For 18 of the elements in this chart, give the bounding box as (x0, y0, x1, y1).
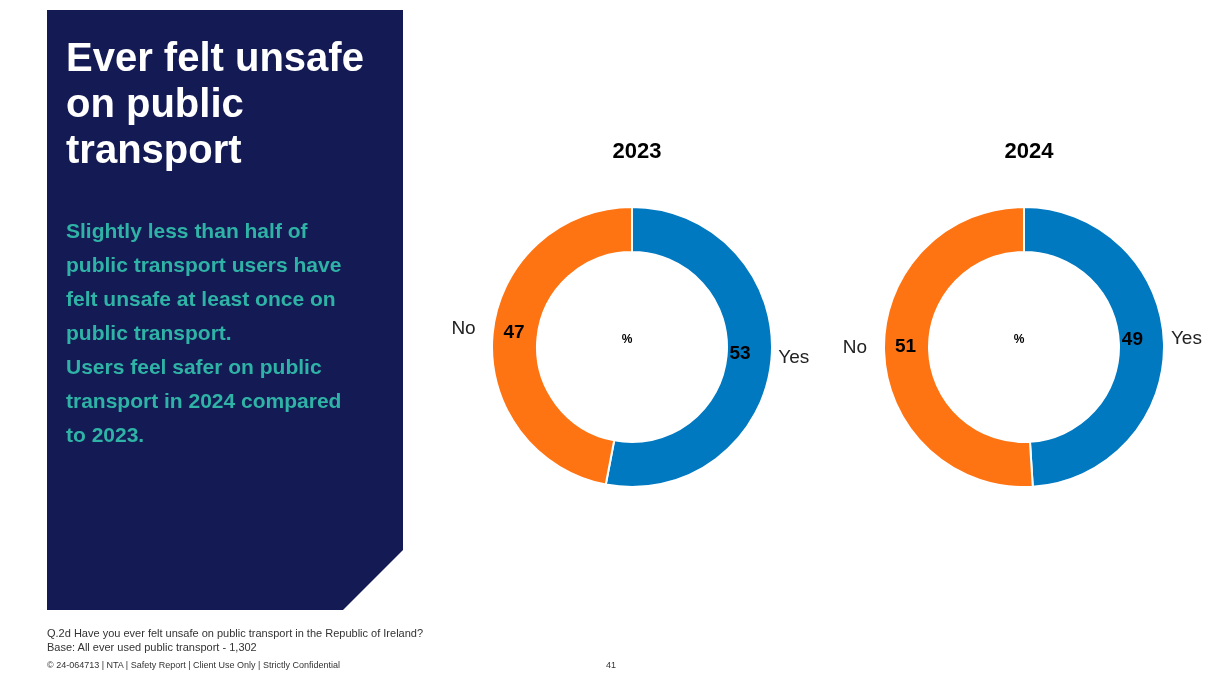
text: Q.2d Have you ever felt unsafe on public transport in the Republic of Ireland? (47, 626, 424, 640)
data-label: 53 (729, 342, 751, 364)
slice-label: No (451, 317, 476, 339)
text: % (620, 332, 634, 346)
text: Ever felt unsafe on public transport (66, 34, 365, 172)
chart-title: 2023 (611, 138, 663, 164)
slice-label: No (842, 336, 868, 358)
data-label: 47 (503, 320, 525, 342)
slice-label: Yes (778, 345, 810, 367)
text: Base: All ever used public transport - 1,302 (47, 640, 258, 654)
data-label: 51 (894, 335, 917, 357)
data-label: 49 (1121, 327, 1144, 349)
slice-label: Yes (1170, 326, 1202, 348)
chart-title: 2024 (1003, 138, 1055, 164)
text: Slightly less than half of public transport users have felt unsafe at least once on public transport. Users feel safer on public transport in 2024 compared to 2023. (66, 218, 343, 448)
text: © 24-064713 | NTA | Safety Report | Client Use Only | Strictly Confidential (47, 659, 341, 672)
text: % (1012, 332, 1026, 346)
text: 41 (606, 660, 617, 670)
